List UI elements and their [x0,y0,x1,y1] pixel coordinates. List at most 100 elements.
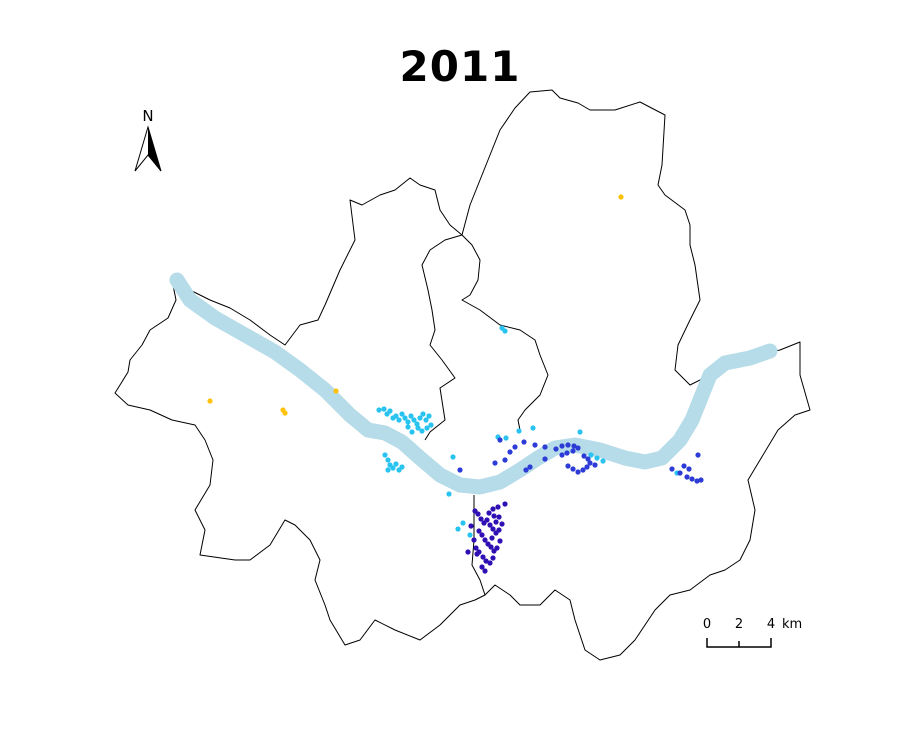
indigo-point [496,514,502,520]
blue-point [457,467,463,473]
blue-point [565,442,571,448]
cyan-point [446,491,452,497]
cyan-point [467,532,473,538]
cyan-point [460,520,466,526]
indigo-point [488,544,494,550]
map-title: 2011 [399,42,521,91]
indigo-point [490,526,496,532]
blue-point [527,464,533,470]
indigo-point [491,513,497,519]
indigo-point [465,549,471,555]
blue-point [570,448,576,454]
cyan-point [376,407,382,413]
blue-point [570,466,576,472]
indigo-point [490,506,496,512]
indigo-point [493,519,499,525]
yellow-point [618,194,624,200]
blue-point [523,467,529,473]
cyan-point [577,429,583,435]
yellow-point [207,398,213,404]
cyan-point [420,411,426,417]
blue-point [695,452,701,458]
blue-point [507,449,513,455]
indigo-point [482,537,488,543]
blue-point [592,462,598,468]
map-boundaries [114,89,811,661]
scale-unit: km [782,617,802,632]
points-layer [207,194,704,574]
cyan-point [588,452,594,458]
blue-point [669,466,675,472]
scale-label-2: 2 [735,617,743,632]
blue-point [575,469,581,475]
cyan-point [426,413,432,419]
blue-point [587,460,593,466]
cyan-point [423,417,429,423]
scale-bar-line [706,638,772,648]
blue-point [581,453,587,459]
indigo-point [487,560,493,566]
northeast-boundary [461,234,549,431]
blue-point [521,439,527,445]
blue-point [532,442,538,448]
north-arrow-shade [148,127,161,171]
indigo-point [480,554,486,560]
indigo-point [478,516,484,522]
cyan-point [405,419,411,425]
indigo-point [479,532,485,538]
blue-point [698,477,704,483]
blue-point [564,450,570,456]
cyan-point [414,421,420,427]
indigo-point [468,523,474,529]
blue-point [542,444,548,450]
cyan-point [455,526,461,532]
yellow-point [333,388,339,394]
cyan-point [393,461,399,467]
cyan-point [385,467,391,473]
cyan-point [390,465,396,471]
cyan-point [503,435,509,441]
cyan-point [409,429,415,435]
indigo-point [486,510,492,516]
indigo-point [474,551,480,557]
cyan-point [419,428,425,434]
cyan-point [382,452,388,458]
north-arrow: N [134,107,162,172]
indigo-point [473,545,479,551]
cyan-point [408,413,414,419]
cyan-point [415,425,421,431]
cyan-point [424,425,430,431]
cyan-point [600,458,606,464]
cyan-point [405,424,411,430]
blue-point [694,478,700,484]
cyan-point [393,413,399,419]
north-label: N [142,107,153,125]
blue-point [585,456,591,462]
blue-point [553,446,559,452]
blue-point [689,476,695,482]
indigo-point [497,538,503,544]
cyan-point [530,425,536,431]
blue-point [512,444,518,450]
cyan-point [594,455,600,461]
blue-point [497,437,503,443]
blue-point [542,456,548,462]
scale-bar: 0 2 4 km [703,617,802,648]
indigo-point [479,564,485,570]
blue-point [502,457,508,463]
han-river [169,272,778,495]
cyan-point [428,422,434,428]
blue-point [575,445,581,451]
indigo-point [484,517,490,523]
blue-point [677,470,683,476]
blue-point [559,452,565,458]
indigo-point [482,568,488,574]
scale-label-0: 0 [703,617,711,632]
cyan-point [381,406,387,412]
cyan-point [417,415,423,421]
yellow-point [282,410,288,416]
blue-point [681,463,687,469]
blue-point [684,474,690,480]
blue-point [492,460,498,466]
indigo-point [483,558,489,564]
